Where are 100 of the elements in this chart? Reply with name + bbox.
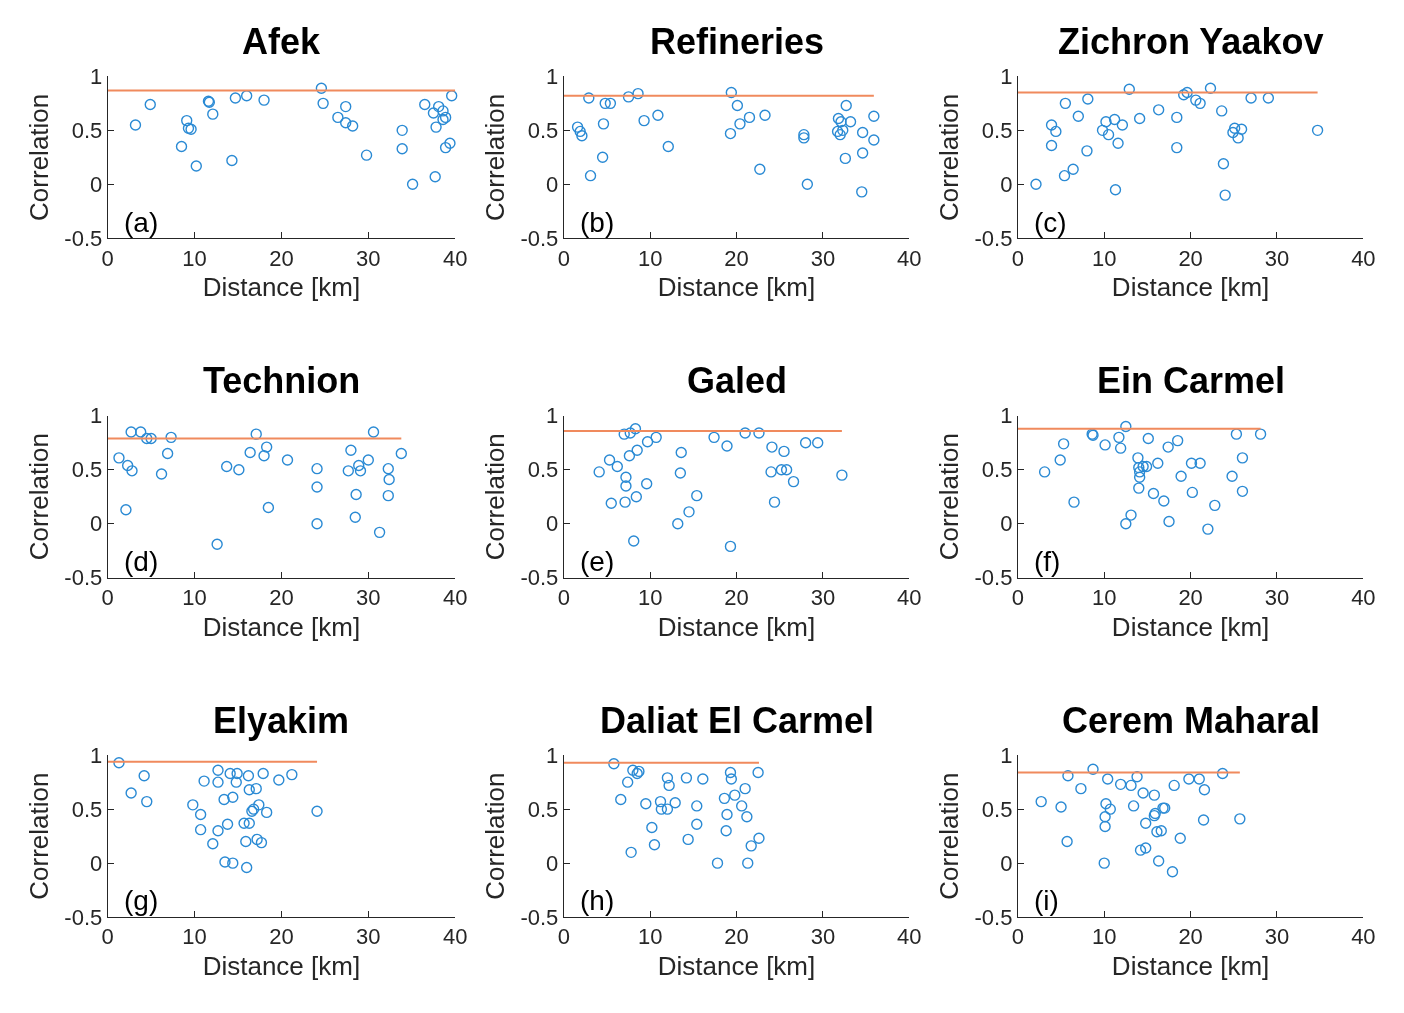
point	[439, 141, 452, 154]
point	[1235, 123, 1248, 135]
point	[778, 445, 790, 458]
x-tick-label: 20	[724, 924, 749, 950]
y-axis-title: Correlation	[23, 93, 54, 221]
y-tick-label: -0.5	[974, 565, 1013, 591]
y-tick-label: 0.5	[981, 457, 1013, 483]
point	[736, 800, 748, 812]
point	[125, 426, 137, 438]
point	[1116, 119, 1129, 131]
y-axis-title: Correlation	[933, 772, 964, 900]
point	[856, 186, 868, 198]
point	[129, 119, 142, 131]
point	[697, 773, 709, 785]
point	[1104, 803, 1116, 815]
point	[1232, 132, 1244, 144]
point	[632, 87, 644, 100]
point	[161, 447, 174, 460]
point	[1151, 826, 1163, 838]
x-tick-label: 10	[182, 585, 207, 611]
x-tick-label: 40	[897, 245, 922, 271]
point	[662, 140, 674, 153]
y-tick-label: 0.5	[527, 796, 559, 822]
point	[1190, 94, 1202, 106]
point	[840, 99, 852, 112]
point	[1171, 434, 1184, 447]
point	[220, 460, 233, 473]
point	[432, 100, 445, 113]
point	[724, 766, 737, 779]
x-axis-title: Distance [km]	[202, 272, 361, 303]
point	[255, 836, 268, 849]
point	[1140, 842, 1152, 854]
y-axis-title: Correlation	[23, 772, 54, 900]
point	[1120, 420, 1132, 433]
point	[718, 792, 731, 805]
point	[346, 120, 359, 132]
x-tick-label: 10	[182, 245, 207, 271]
point	[212, 776, 224, 788]
point	[354, 465, 367, 477]
point	[1120, 518, 1132, 530]
point	[1114, 442, 1127, 454]
point	[257, 767, 269, 780]
annotation: (e)	[580, 546, 615, 577]
point	[1137, 787, 1149, 799]
chart-title: Ein Carmel	[1097, 360, 1286, 401]
y-tick-label: 0	[546, 511, 559, 537]
point	[584, 169, 597, 182]
point	[1096, 124, 1109, 137]
point	[1131, 771, 1143, 783]
point	[1125, 779, 1137, 792]
point	[332, 111, 344, 124]
point	[396, 142, 408, 155]
point	[126, 465, 138, 477]
point	[801, 178, 814, 191]
point	[1209, 499, 1221, 512]
point	[596, 151, 609, 164]
point	[406, 178, 419, 191]
point	[1152, 104, 1165, 116]
point	[1186, 486, 1199, 499]
x-tick-label: 20	[724, 245, 749, 271]
point	[1168, 779, 1180, 792]
point	[1134, 844, 1147, 856]
point	[618, 428, 630, 440]
point	[721, 808, 733, 821]
x-tick-label: 40	[442, 245, 468, 271]
point	[230, 776, 242, 788]
point	[640, 478, 653, 490]
point	[251, 833, 263, 846]
point	[734, 118, 746, 130]
point	[1226, 470, 1238, 482]
point	[844, 116, 857, 128]
point	[603, 454, 616, 466]
x-axis-title: Distance [km]	[202, 951, 361, 982]
x-tick-label: 10	[637, 245, 663, 271]
point	[743, 111, 756, 124]
x-tick-label: 20	[269, 585, 294, 611]
point	[1045, 139, 1058, 152]
point	[742, 857, 754, 869]
point	[1183, 773, 1195, 785]
point	[1030, 178, 1042, 191]
point	[258, 450, 270, 462]
x-tick-label: 30	[810, 245, 836, 271]
point	[621, 776, 634, 788]
point	[655, 803, 668, 815]
point	[258, 94, 270, 106]
point	[720, 825, 732, 837]
point	[342, 465, 355, 477]
point	[349, 511, 361, 523]
point	[311, 481, 323, 493]
point	[227, 857, 239, 869]
point	[240, 835, 252, 848]
y-tick-label: -0.5	[520, 565, 559, 591]
point	[648, 839, 661, 851]
point	[775, 464, 788, 476]
point	[244, 446, 256, 459]
chart-title: Zichron Yaakov	[1058, 21, 1324, 62]
point	[629, 423, 642, 435]
point	[1137, 460, 1149, 473]
point	[856, 147, 869, 159]
y-tick-label: -0.5	[64, 904, 103, 930]
